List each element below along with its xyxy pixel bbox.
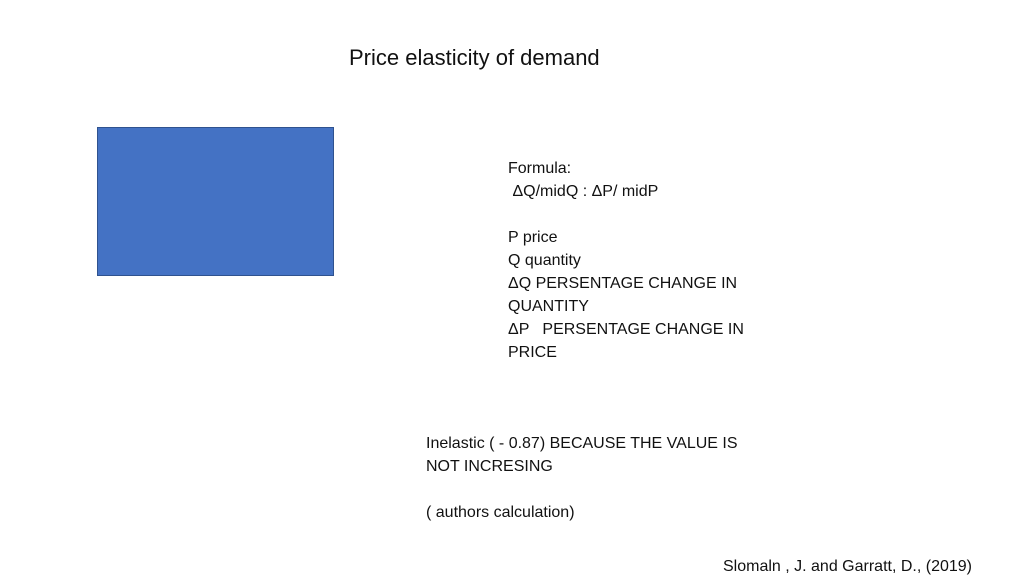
result-spacer: [426, 478, 766, 501]
formula-def-delta-p: ΔP PERSENTAGE CHANGE IN PRICE: [508, 321, 749, 361]
formula-expression: ΔQ/midQ : ΔP/ midP: [508, 183, 659, 200]
formula-def-p: P price: [508, 229, 558, 246]
result-statement: Inelastic ( - 0.87) BECAUSE THE VALUE IS…: [426, 435, 738, 475]
result-source-note: ( authors calculation): [426, 504, 575, 521]
citation: Slomaln , J. and Garratt, D., (2019): [723, 558, 972, 575]
formula-def-delta-q: ΔQ PERSENTAGE CHANGE IN QUANTITY: [508, 275, 742, 315]
slide-title: Price elasticity of demand: [349, 45, 600, 70]
formula-def-q: Q quantity: [508, 252, 581, 269]
formula-spacer: [508, 203, 778, 226]
formula-text-box: Formula: ΔQ/midQ : ΔP/ midP P price Q qu…: [508, 157, 778, 364]
result-text-box: Inelastic ( - 0.87) BECAUSE THE VALUE IS…: [426, 432, 766, 524]
formula-heading: Formula:: [508, 160, 572, 177]
blue-rectangle-shape: [97, 127, 334, 276]
